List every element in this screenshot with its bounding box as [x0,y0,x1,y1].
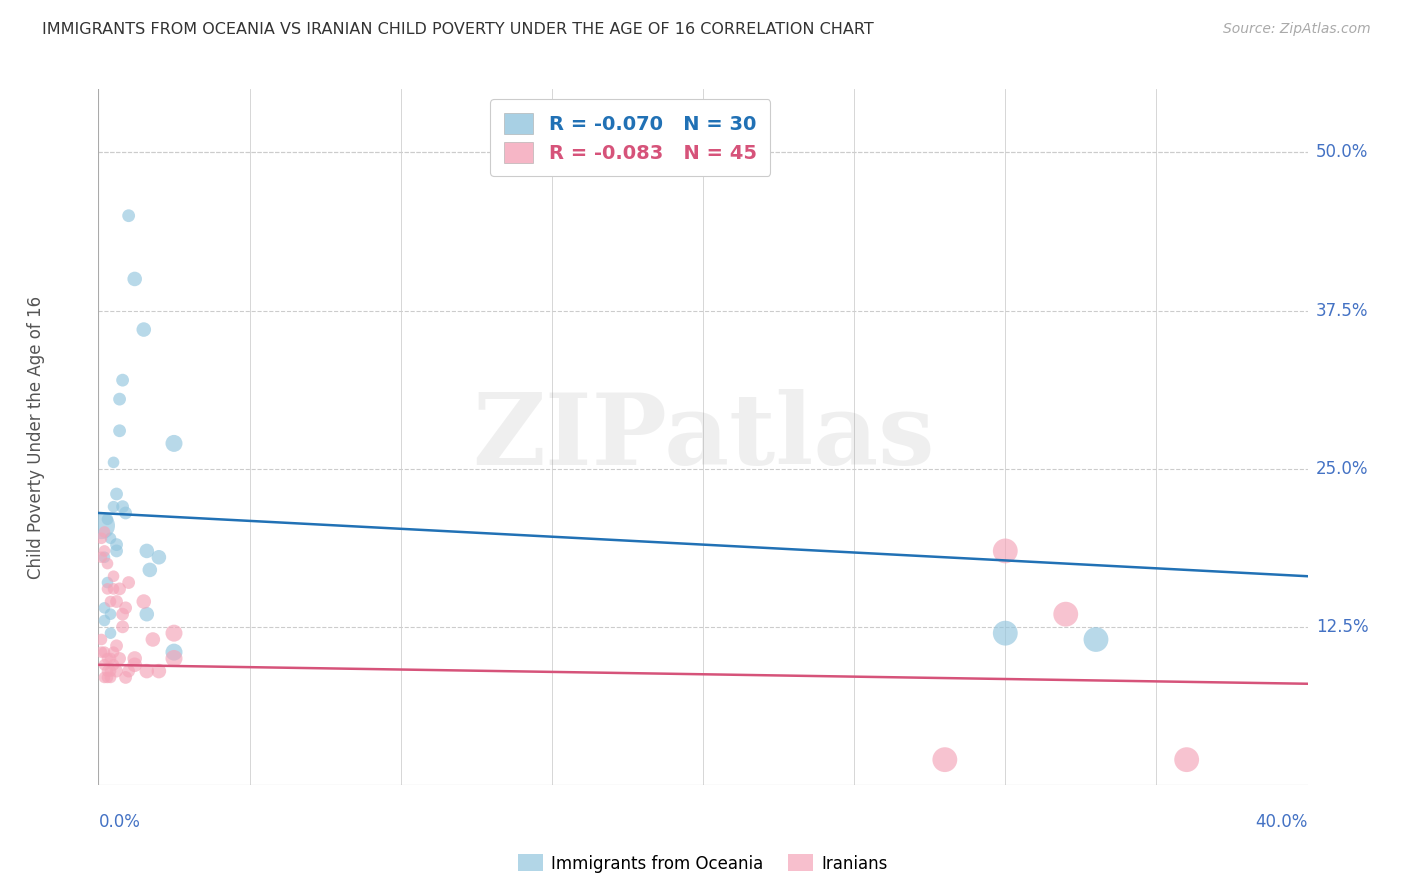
Point [90,518,112,533]
Point [135,607,157,622]
Point [105,664,128,678]
Point [108,424,131,438]
Point [105,594,128,608]
Point [96,670,118,684]
Point [100,664,122,678]
Text: Child Poverty Under the Age of 16: Child Poverty Under the Age of 16 [27,295,45,579]
Point [103,657,125,672]
Point [100,531,122,545]
Point [132,594,155,608]
Point [105,538,128,552]
Point [93,670,115,684]
Point [114,600,136,615]
Point [111,620,134,634]
Point [96,575,118,590]
Point [93,550,115,565]
Point [163,436,186,450]
Point [1054,607,1077,622]
Point [100,594,122,608]
Point [934,753,956,767]
Point [105,544,128,558]
Point [132,322,155,336]
Point [118,575,141,590]
Point [108,651,131,665]
Point [118,209,141,223]
Point [105,639,128,653]
Point [108,392,131,406]
Point [96,582,118,596]
Point [163,651,186,665]
Point [96,651,118,665]
Point [90,645,112,659]
Point [93,657,115,672]
Text: IMMIGRANTS FROM OCEANIA VS IRANIAN CHILD POVERTY UNDER THE AGE OF 16 CORRELATION: IMMIGRANTS FROM OCEANIA VS IRANIAN CHILD… [42,22,875,37]
Point [93,544,115,558]
Text: Source: ZipAtlas.com: Source: ZipAtlas.com [1223,22,1371,37]
Point [96,664,118,678]
Point [105,487,128,501]
Point [124,272,146,286]
Legend: R = -0.070   N = 30, R = -0.083   N = 45: R = -0.070 N = 30, R = -0.083 N = 45 [491,99,770,177]
Text: 40.0%: 40.0% [1256,813,1308,830]
Point [124,651,146,665]
Point [118,664,141,678]
Text: 25.0%: 25.0% [1316,459,1368,478]
Text: ZIPatlas: ZIPatlas [472,389,934,485]
Point [994,544,1017,558]
Point [103,500,125,514]
Point [111,607,134,622]
Point [103,455,125,469]
Point [93,600,115,615]
Point [111,373,134,387]
Point [90,531,112,545]
Point [114,670,136,684]
Point [100,670,122,684]
Text: 12.5%: 12.5% [1316,618,1368,636]
Point [1085,632,1108,647]
Point [148,664,170,678]
Point [103,645,125,659]
Point [93,645,115,659]
Point [163,645,186,659]
Point [93,614,115,628]
Point [100,651,122,665]
Point [142,632,165,647]
Point [103,582,125,596]
Point [1175,753,1198,767]
Point [103,569,125,583]
Point [114,506,136,520]
Text: 37.5%: 37.5% [1316,301,1368,319]
Point [90,550,112,565]
Point [124,657,146,672]
Point [135,544,157,558]
Point [96,512,118,526]
Text: 50.0%: 50.0% [1316,144,1368,161]
Point [994,626,1017,640]
Point [139,563,162,577]
Point [108,582,131,596]
Point [163,626,186,640]
Legend: Immigrants from Oceania, Iranians: Immigrants from Oceania, Iranians [512,847,894,880]
Point [148,550,170,565]
Point [111,500,134,514]
Point [135,664,157,678]
Point [96,557,118,571]
Text: 0.0%: 0.0% [98,813,141,830]
Point [100,626,122,640]
Point [90,632,112,647]
Point [93,524,115,539]
Point [100,607,122,622]
